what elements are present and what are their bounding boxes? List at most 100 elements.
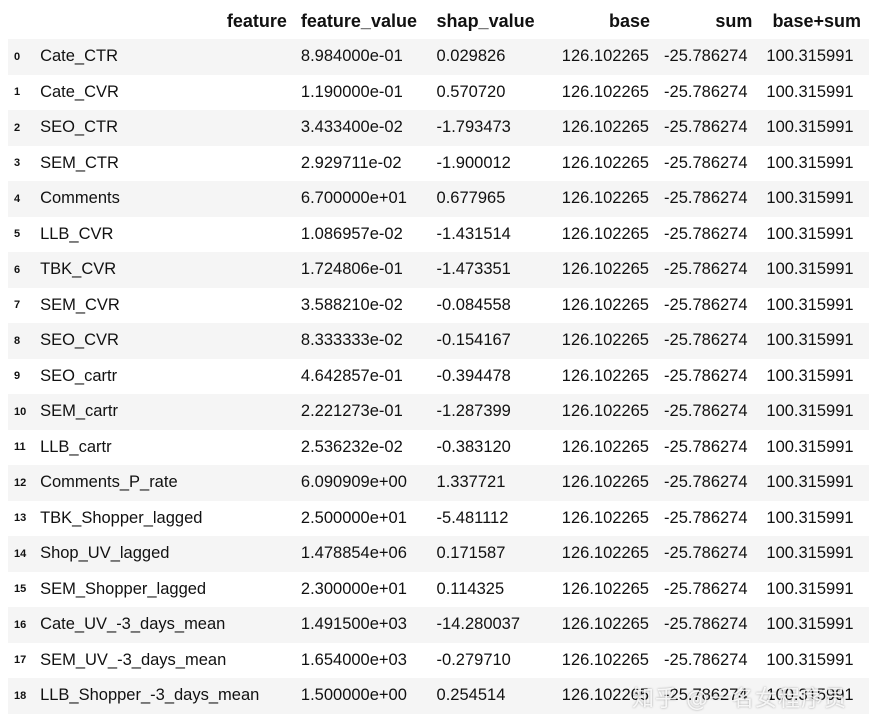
cell-shap-value: 0.171587 xyxy=(436,544,506,563)
table-row: 16 Cate_UV_-3_days_mean 1.491500e+03 -14.28… xyxy=(8,607,869,643)
row-index: 11 xyxy=(14,441,26,454)
row-index: 6 xyxy=(14,263,21,276)
row-index: 14 xyxy=(14,547,27,560)
cell-sum: -25.786274 xyxy=(664,437,748,456)
cell-base: 126.102265 xyxy=(561,508,649,527)
table-row: 18 LLB_Shopper_-3_days_mean 1.500000e+00 0.… xyxy=(8,678,869,714)
cell-feature: SEO_CTR xyxy=(40,118,118,137)
cell-feature: TBK_CVR xyxy=(40,260,117,279)
row-index: 12 xyxy=(14,476,27,489)
cell-feature-value: 3.588210e-02 xyxy=(300,295,403,314)
cell-feature: SEO_cartr xyxy=(40,366,118,385)
cell-base: 126.102265 xyxy=(561,686,649,705)
cell-base: 126.102265 xyxy=(561,47,649,66)
cell-shap-value: 0.114325 xyxy=(436,579,505,598)
cell-base-sum: 100.315991 xyxy=(766,686,854,705)
row-index: 8 xyxy=(14,334,21,347)
cell-feature-value: 8.984000e-01 xyxy=(300,47,403,66)
cell-base: 126.102265 xyxy=(561,224,649,243)
table-row: 3 SEM_CTR 2.929711e-02 -1.900012 126.102265-… xyxy=(8,145,869,181)
cell-sum: -25.786274 xyxy=(664,544,748,563)
cell-shap-value: -1.793473 xyxy=(436,118,511,137)
row-index: 18 xyxy=(14,689,27,702)
cell-feature: LLB_Shopper_-3_days_mean xyxy=(40,686,260,705)
cell-base-sum: 100.315991 xyxy=(766,544,854,563)
row-index: 17 xyxy=(14,654,27,667)
table-row: 17 SEM_UV_-3_days_mean 1.654000e+03 -0.2797… xyxy=(8,642,869,678)
table-row: 6 TBK_CVR 1.724806e-01 -1.473351 126.102265-… xyxy=(8,252,869,288)
table-row: 8 SEO_CVR 8.333333e-02 -0.154167 126.102265-… xyxy=(8,323,869,359)
table-row: 5 LLB_CVR 1.086957e-02 -1.431514 126.102265-… xyxy=(8,216,869,252)
row-index: 7 xyxy=(14,299,21,312)
table-row: 4 Comments 6.700000e+01 0.677965 126.102265-… xyxy=(8,181,869,217)
row-index: 4 xyxy=(14,192,21,205)
row-index: 9 xyxy=(14,370,21,383)
cell-base: 126.102265 xyxy=(561,153,649,172)
cell-feature-value: 2.929711e-02 xyxy=(300,153,402,172)
cell-sum: -25.786274 xyxy=(664,686,748,705)
header-shap-value: shap_value xyxy=(430,3,550,39)
cell-shap-value: -1.431514 xyxy=(436,224,511,243)
table-row: 10 SEM_cartr 2.221273e-01 -1.287399 126.1022… xyxy=(8,394,869,430)
cell-sum: -25.786274 xyxy=(664,189,748,208)
cell-shap-value: -0.084558 xyxy=(436,295,511,314)
cell-feature: Cate_CVR xyxy=(40,82,119,101)
cell-feature-value: 1.478854e+06 xyxy=(300,544,407,563)
cell-base: 126.102265 xyxy=(561,615,649,634)
table-row: 2 SEO_CTR 3.433400e-02 -1.793473 126.102265-… xyxy=(8,110,869,146)
cell-feature: SEM_cartr xyxy=(40,402,118,421)
cell-shap-value: -1.287399 xyxy=(436,402,511,421)
cell-feature: Comments xyxy=(40,189,120,208)
cell-sum: -25.786274 xyxy=(664,402,748,421)
cell-base-sum: 100.315991 xyxy=(766,295,854,314)
cell-sum: -25.786274 xyxy=(664,224,748,243)
cell-base-sum: 100.315991 xyxy=(766,402,854,421)
cell-base-sum: 100.315991 xyxy=(766,437,854,456)
header-base: base xyxy=(549,3,659,39)
cell-feature-value: 1.190000e-01 xyxy=(300,82,403,101)
row-index: 15 xyxy=(14,583,27,596)
cell-base-sum: 100.315991 xyxy=(766,650,854,669)
cell-base-sum: 100.315991 xyxy=(766,47,854,66)
cell-feature-value: 1.654000e+03 xyxy=(300,650,407,669)
cell-base-sum: 100.315991 xyxy=(766,82,854,101)
table-body: 0 Cate_CTR 8.984000e-01 0.029826 126.102265-… xyxy=(8,39,869,714)
table-row: 1 Cate_CVR 1.190000e-01 0.570720 126.102265-… xyxy=(8,74,869,110)
cell-shap-value: -1.900012 xyxy=(436,153,511,172)
header-index xyxy=(8,3,35,39)
row-index: 10 xyxy=(14,405,27,418)
cell-shap-value: 0.570720 xyxy=(436,82,506,101)
cell-feature: SEM_CTR xyxy=(40,153,119,172)
cell-feature-value: 3.433400e-02 xyxy=(300,118,403,137)
header-row: feature feature_value shap_value base su… xyxy=(8,3,869,39)
cell-sum: -25.786274 xyxy=(664,260,748,279)
cell-feature-value: 2.221273e-01 xyxy=(300,402,403,421)
cell-base-sum: 100.315991 xyxy=(766,153,854,172)
cell-base: 126.102265 xyxy=(561,366,649,385)
cell-base: 126.102265 xyxy=(561,650,649,669)
cell-feature: Cate_UV_-3_days_mean xyxy=(40,615,226,634)
cell-feature: Comments_P_rate xyxy=(40,473,178,492)
dataframe-table: feature feature_value shap_value base su… xyxy=(8,3,869,714)
cell-feature: LLB_CVR xyxy=(40,224,114,243)
cell-feature-value: 8.333333e-02 xyxy=(300,331,403,350)
cell-base: 126.102265 xyxy=(561,260,649,279)
cell-feature-value: 6.700000e+01 xyxy=(300,189,407,208)
cell-shap-value: 0.677965 xyxy=(436,189,506,208)
cell-shap-value: 1.337721 xyxy=(436,473,506,492)
cell-base: 126.102265 xyxy=(561,189,649,208)
row-index: 0 xyxy=(14,50,21,63)
cell-base-sum: 100.315991 xyxy=(766,473,854,492)
row-index: 16 xyxy=(14,618,27,631)
cell-base-sum: 100.315991 xyxy=(766,224,854,243)
cell-base: 126.102265 xyxy=(561,402,649,421)
cell-base: 126.102265 xyxy=(561,473,649,492)
table-row: 14 Shop_UV_lagged 1.478854e+06 0.171587 126.… xyxy=(8,536,869,572)
row-index: 1 xyxy=(14,86,21,99)
row-index: 3 xyxy=(14,157,21,170)
cell-base-sum: 100.315991 xyxy=(766,118,854,137)
cell-feature-value: 1.500000e+00 xyxy=(300,686,407,705)
cell-feature-value: 1.724806e-01 xyxy=(300,260,403,279)
cell-feature: SEM_Shopper_lagged xyxy=(40,579,207,598)
header-sum: sum xyxy=(658,3,761,39)
